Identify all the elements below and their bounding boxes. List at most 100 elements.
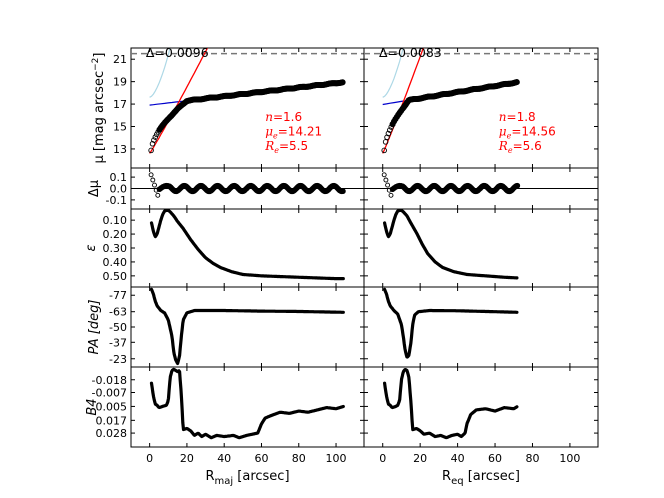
fit-mue-value: =14.56 <box>511 124 555 138</box>
x-axis-title-unit: [arcsec] <box>233 469 289 484</box>
bulge-fit-line <box>382 48 425 154</box>
residual-data-point <box>150 177 156 183</box>
mu-data-point <box>387 127 393 133</box>
y-tick-label: 0.0 <box>110 183 128 196</box>
x-axis-title-eq: Req [arcsec] <box>442 469 520 487</box>
mu-data-point <box>152 134 159 140</box>
y-tick-label: -63 <box>109 306 127 319</box>
y-tick-label: -37 <box>109 336 127 349</box>
ellip-profile-line <box>383 209 519 280</box>
y-axis-title-dmu: Δμ <box>87 180 102 197</box>
fit-Re-label: Re=5.6 <box>498 139 542 155</box>
labels-layer: 13 15 17 19 21 -0.10.00.1 0.100.200.300.400.50… <box>84 45 580 487</box>
y-axis-title-text: μ [mag arcsec <box>92 71 107 164</box>
x-tick-label: 100 <box>326 452 347 465</box>
x-tick-label: 40 <box>217 452 231 465</box>
x-tick-label: 0 <box>379 452 386 465</box>
b4-profile-line <box>383 368 519 440</box>
ellip-profile-line <box>149 209 345 281</box>
fit-Re-subscript: e <box>508 146 513 155</box>
mu-data-point <box>381 147 387 154</box>
inner-component-line <box>382 48 404 98</box>
y-axis-title-text: B4 <box>85 398 100 415</box>
y-axis-title-text: PA [deg] <box>87 300 102 355</box>
y-tick-label: 0.20 <box>103 228 128 241</box>
y-axis-title-text: ε <box>84 244 99 251</box>
x-tick-label: 60 <box>254 452 268 465</box>
residual-data-point <box>381 172 387 178</box>
fit-n-value: =1.8 <box>507 110 536 124</box>
x-axis-title-symbol: R <box>205 469 214 484</box>
panel-frame-b4-eq <box>363 366 599 448</box>
y-tick-label: 0.028 <box>96 427 128 440</box>
rms-delta-label: Δ=0.0096 <box>146 45 209 60</box>
fit-mue-name: μ <box>499 124 507 138</box>
y-tick-label: 0.10 <box>103 214 128 227</box>
mu-data-point <box>513 79 520 86</box>
residual-data-point <box>385 182 391 188</box>
y-axis-title-pa: PA [deg] <box>87 300 102 355</box>
mu-data-point <box>148 147 154 154</box>
x-axis-title-subscript: maj <box>215 476 234 487</box>
pa-profile-line <box>383 287 519 359</box>
x-axis-title-unit: [arcsec] <box>464 469 520 484</box>
fit-mue-label: μe=14.56 <box>499 124 556 140</box>
fit-n-name: n <box>499 110 507 124</box>
x-tick-label: 20 <box>413 452 427 465</box>
y-axis-title-text: Δμ <box>87 180 102 197</box>
residual-data-point <box>514 182 521 189</box>
panels-layer <box>130 47 599 448</box>
panel-frame-mu-maj <box>130 47 365 169</box>
fit-Re-value: =5.6 <box>513 139 542 153</box>
fit-mue-label: μe=14.21 <box>265 124 322 140</box>
y-tick-label: 0.017 <box>96 414 128 427</box>
fit-Re-name: R <box>264 139 274 153</box>
fit-n-value: =1.6 <box>273 110 302 124</box>
fit-n-label: n=1.8 <box>499 110 536 124</box>
y-axis-title-ellip: ε <box>84 244 99 251</box>
mu-data-point <box>151 137 157 143</box>
fit-mue-name: μ <box>265 124 273 138</box>
y-tick-label: 0.30 <box>103 242 128 255</box>
inner-component-line <box>149 48 171 98</box>
y-tick-label: 0.40 <box>103 256 128 269</box>
residual-data-point <box>383 177 389 183</box>
y-tick-label: 0.005 <box>96 400 128 413</box>
y-tick-label: 19 <box>113 76 127 89</box>
y-tick-label: -0.018 <box>92 374 127 387</box>
b4-profile-line <box>149 367 345 440</box>
fit-Re-label: Re=5.5 <box>264 139 308 155</box>
y-tick-label: 13 <box>113 143 127 156</box>
y-tick-label: 15 <box>113 121 127 134</box>
residual-data-point <box>388 192 394 198</box>
pa-profile-line <box>149 287 345 366</box>
fit-Re-value: =5.5 <box>279 139 308 153</box>
y-tick-label: -23 <box>109 353 127 366</box>
fit-mue-subscript: e <box>507 131 512 140</box>
y-axis-title-b4: B4 <box>85 398 100 415</box>
y-tick-label: -0.007 <box>92 387 127 400</box>
fit-Re-subscript: e <box>274 146 279 155</box>
y-tick-label: 21 <box>113 53 127 66</box>
x-tick-label: 20 <box>180 452 194 465</box>
fit-mue-value: =14.21 <box>278 124 322 138</box>
bulge-fit-line <box>149 48 209 154</box>
x-tick-label: 100 <box>559 452 580 465</box>
x-axis-title-subscript: eq <box>451 476 464 487</box>
mu-data-point <box>385 130 392 137</box>
panel-frame-mu-eq <box>363 47 599 169</box>
fit-mue-subscript: e <box>273 131 278 140</box>
x-tick-label: 60 <box>488 452 502 465</box>
panel-frame-pa-maj <box>130 286 365 368</box>
y-tick-label: 0.1 <box>110 171 128 184</box>
residual-data-point <box>155 192 161 198</box>
rms-delta-label: Δ=0.0083 <box>379 45 442 60</box>
panel-frame-pa-eq <box>363 286 599 368</box>
fit-n-label: n=1.6 <box>265 110 302 124</box>
mu-data-point <box>339 79 346 86</box>
x-tick-label: 80 <box>292 452 306 465</box>
residual-data-point <box>152 182 157 188</box>
y-tick-label: 0.50 <box>103 270 128 283</box>
residual-data-point <box>340 188 346 195</box>
